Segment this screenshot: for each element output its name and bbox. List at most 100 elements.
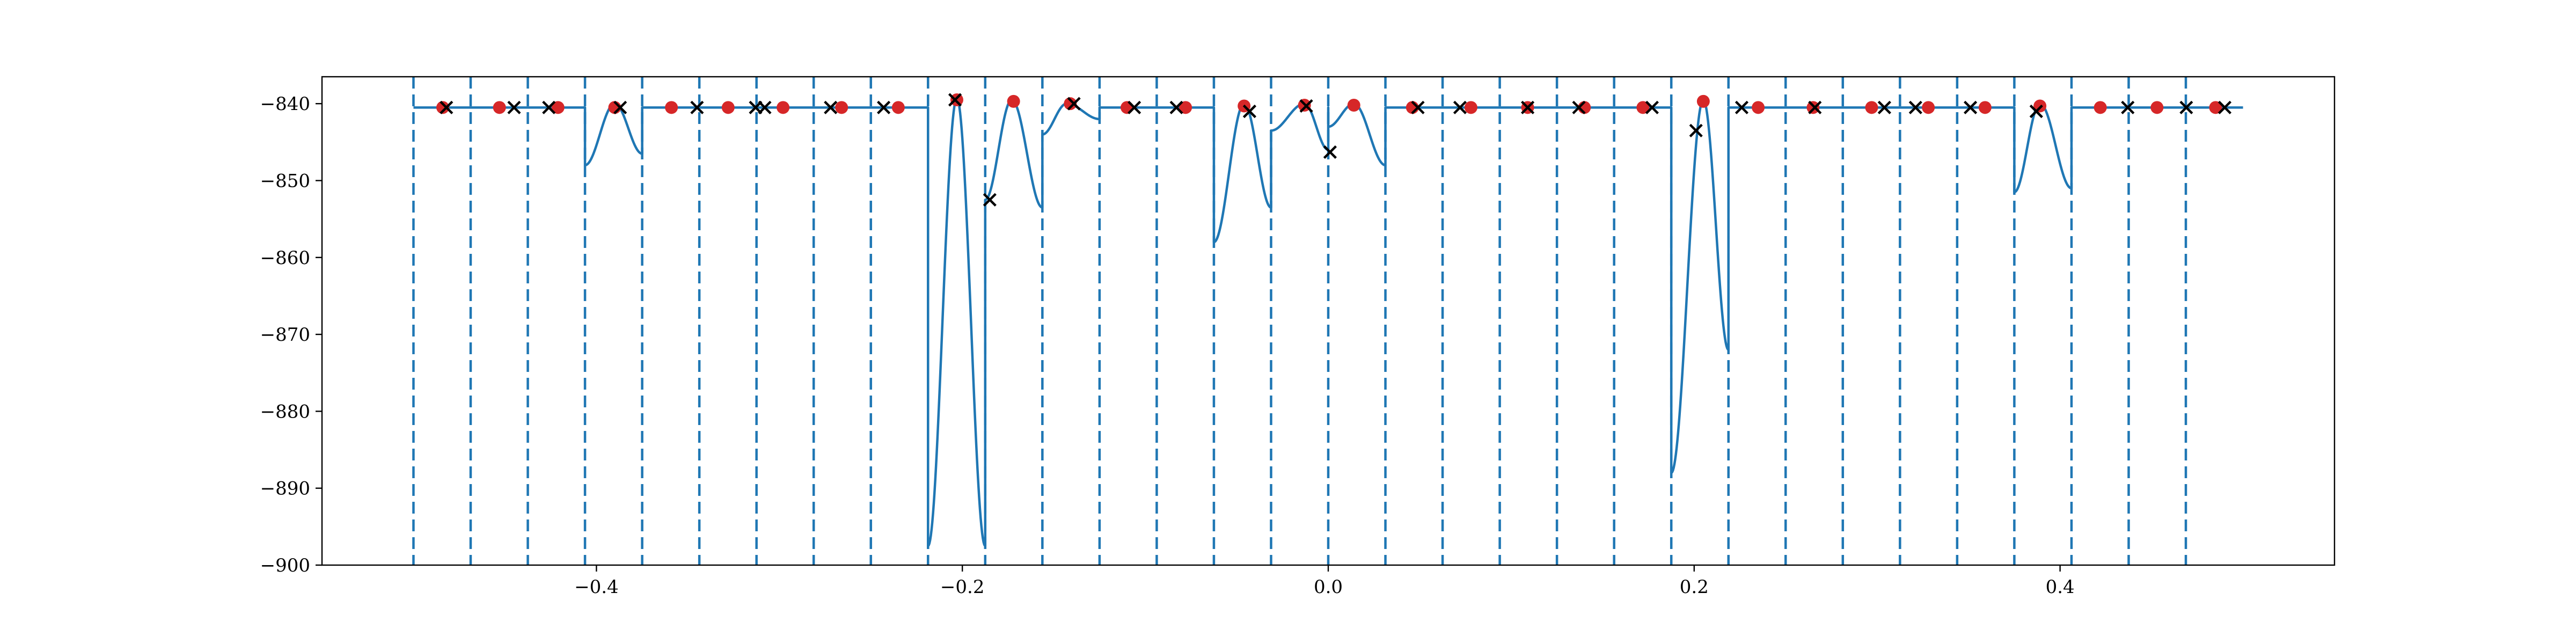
cross-marker [1453, 100, 1467, 114]
cross-marker [824, 100, 838, 114]
cross-marker [507, 100, 521, 114]
red-dot [1978, 101, 1992, 114]
cross-stroke [983, 193, 997, 207]
cross-stroke [1520, 100, 1535, 114]
red-dot [2033, 99, 2047, 113]
cross-stroke [1128, 100, 1141, 114]
cross-stroke [690, 100, 704, 114]
cross-stroke [1735, 100, 1749, 114]
cross-stroke [1808, 100, 1822, 114]
red-dot [665, 101, 678, 114]
red-dot [2150, 101, 2164, 114]
red-dot [493, 101, 506, 114]
cross-marker [1808, 100, 1822, 114]
cross-stroke [1411, 100, 1425, 114]
red-dot [1806, 101, 1820, 114]
cross-marker [1323, 145, 1337, 159]
red-dot [835, 101, 848, 114]
cross-stroke [948, 93, 962, 107]
cross-marker [1963, 100, 1978, 114]
cross-marker [542, 100, 556, 114]
cross-stroke [1963, 100, 1978, 114]
x-tick-label: 0.0 [1314, 576, 1343, 598]
cross-marker [613, 100, 627, 114]
red-dot [1179, 101, 1192, 114]
cross-stroke [1067, 97, 1081, 111]
y-tick-label: −870 [260, 324, 310, 346]
red-dot [1007, 94, 1020, 108]
red-dot [2094, 101, 2107, 114]
cross-stroke [1877, 100, 1891, 114]
cross-marker [1689, 123, 1703, 137]
cross-stroke [1242, 104, 1257, 119]
cross-marker [1299, 99, 1313, 113]
cross-stroke [2218, 100, 2232, 114]
cross-stroke [507, 100, 521, 114]
red-dot [1752, 101, 1765, 114]
cross-marker [1520, 100, 1535, 114]
cross-marker [876, 100, 891, 114]
cross-marker [1242, 104, 1257, 119]
red-dot [891, 101, 905, 114]
cross-marker [1169, 100, 1183, 114]
red-dot [950, 93, 963, 106]
cross-marker [1411, 100, 1425, 114]
cross-stroke [1572, 100, 1586, 114]
red-dot [551, 101, 565, 114]
cross-marker [1128, 100, 1141, 114]
cross-marker [1572, 100, 1586, 114]
y-tick-label: −850 [260, 170, 310, 192]
cross-marker [2121, 100, 2135, 114]
cross-marker [2218, 100, 2232, 114]
cross-stroke [542, 100, 556, 114]
cross-marker [983, 193, 997, 207]
x-tick-label: 0.4 [2046, 576, 2075, 598]
red-dot [1636, 101, 1650, 114]
x-tick-label: 0.2 [1680, 576, 1709, 598]
cross-marker [948, 93, 962, 107]
red-dot [1865, 101, 1878, 114]
y-tick-label: −860 [260, 247, 310, 269]
cross-marker [758, 100, 772, 114]
cross-marker-series [440, 93, 2232, 207]
cross-stroke [613, 100, 627, 114]
cross-marker [2179, 100, 2193, 114]
cross-marker [2029, 104, 2043, 119]
cross-stroke [824, 100, 838, 114]
cross-stroke [1169, 100, 1183, 114]
cross-stroke [1299, 99, 1313, 113]
cross-stroke [1908, 100, 1922, 114]
cross-stroke [1453, 100, 1467, 114]
cross-stroke [440, 100, 453, 114]
cross-marker [440, 100, 453, 114]
cross-stroke [2029, 104, 2043, 119]
cross-stroke [1645, 100, 1659, 114]
red-dot [1347, 99, 1360, 112]
cross-stroke [2121, 100, 2135, 114]
y-tick-label: −880 [260, 401, 310, 422]
y-tick-label: −900 [260, 555, 310, 576]
red-dot [721, 101, 735, 114]
red-dot [2209, 101, 2222, 114]
cross-stroke [1323, 145, 1337, 159]
cross-marker [1067, 97, 1081, 111]
red-dot [1696, 94, 1710, 108]
y-axis: −900 −890 −880 −870 −860 −850 −840 [260, 93, 322, 576]
red-dot-series [436, 93, 2222, 114]
x-axis: −0.4 −0.2 0.0 0.2 0.4 [574, 565, 2075, 598]
red-dot [777, 101, 790, 114]
cross-marker [1735, 100, 1749, 114]
cross-stroke [876, 100, 891, 114]
red-dot [1064, 97, 1077, 111]
red-dot [1922, 101, 1935, 114]
x-tick-label: −0.2 [940, 576, 985, 598]
y-tick-label: −840 [260, 93, 310, 115]
red-dot [1464, 101, 1477, 114]
cross-marker [1645, 100, 1659, 114]
cross-marker [1877, 100, 1891, 114]
cross-stroke [2179, 100, 2193, 114]
cross-stroke [1689, 123, 1703, 137]
